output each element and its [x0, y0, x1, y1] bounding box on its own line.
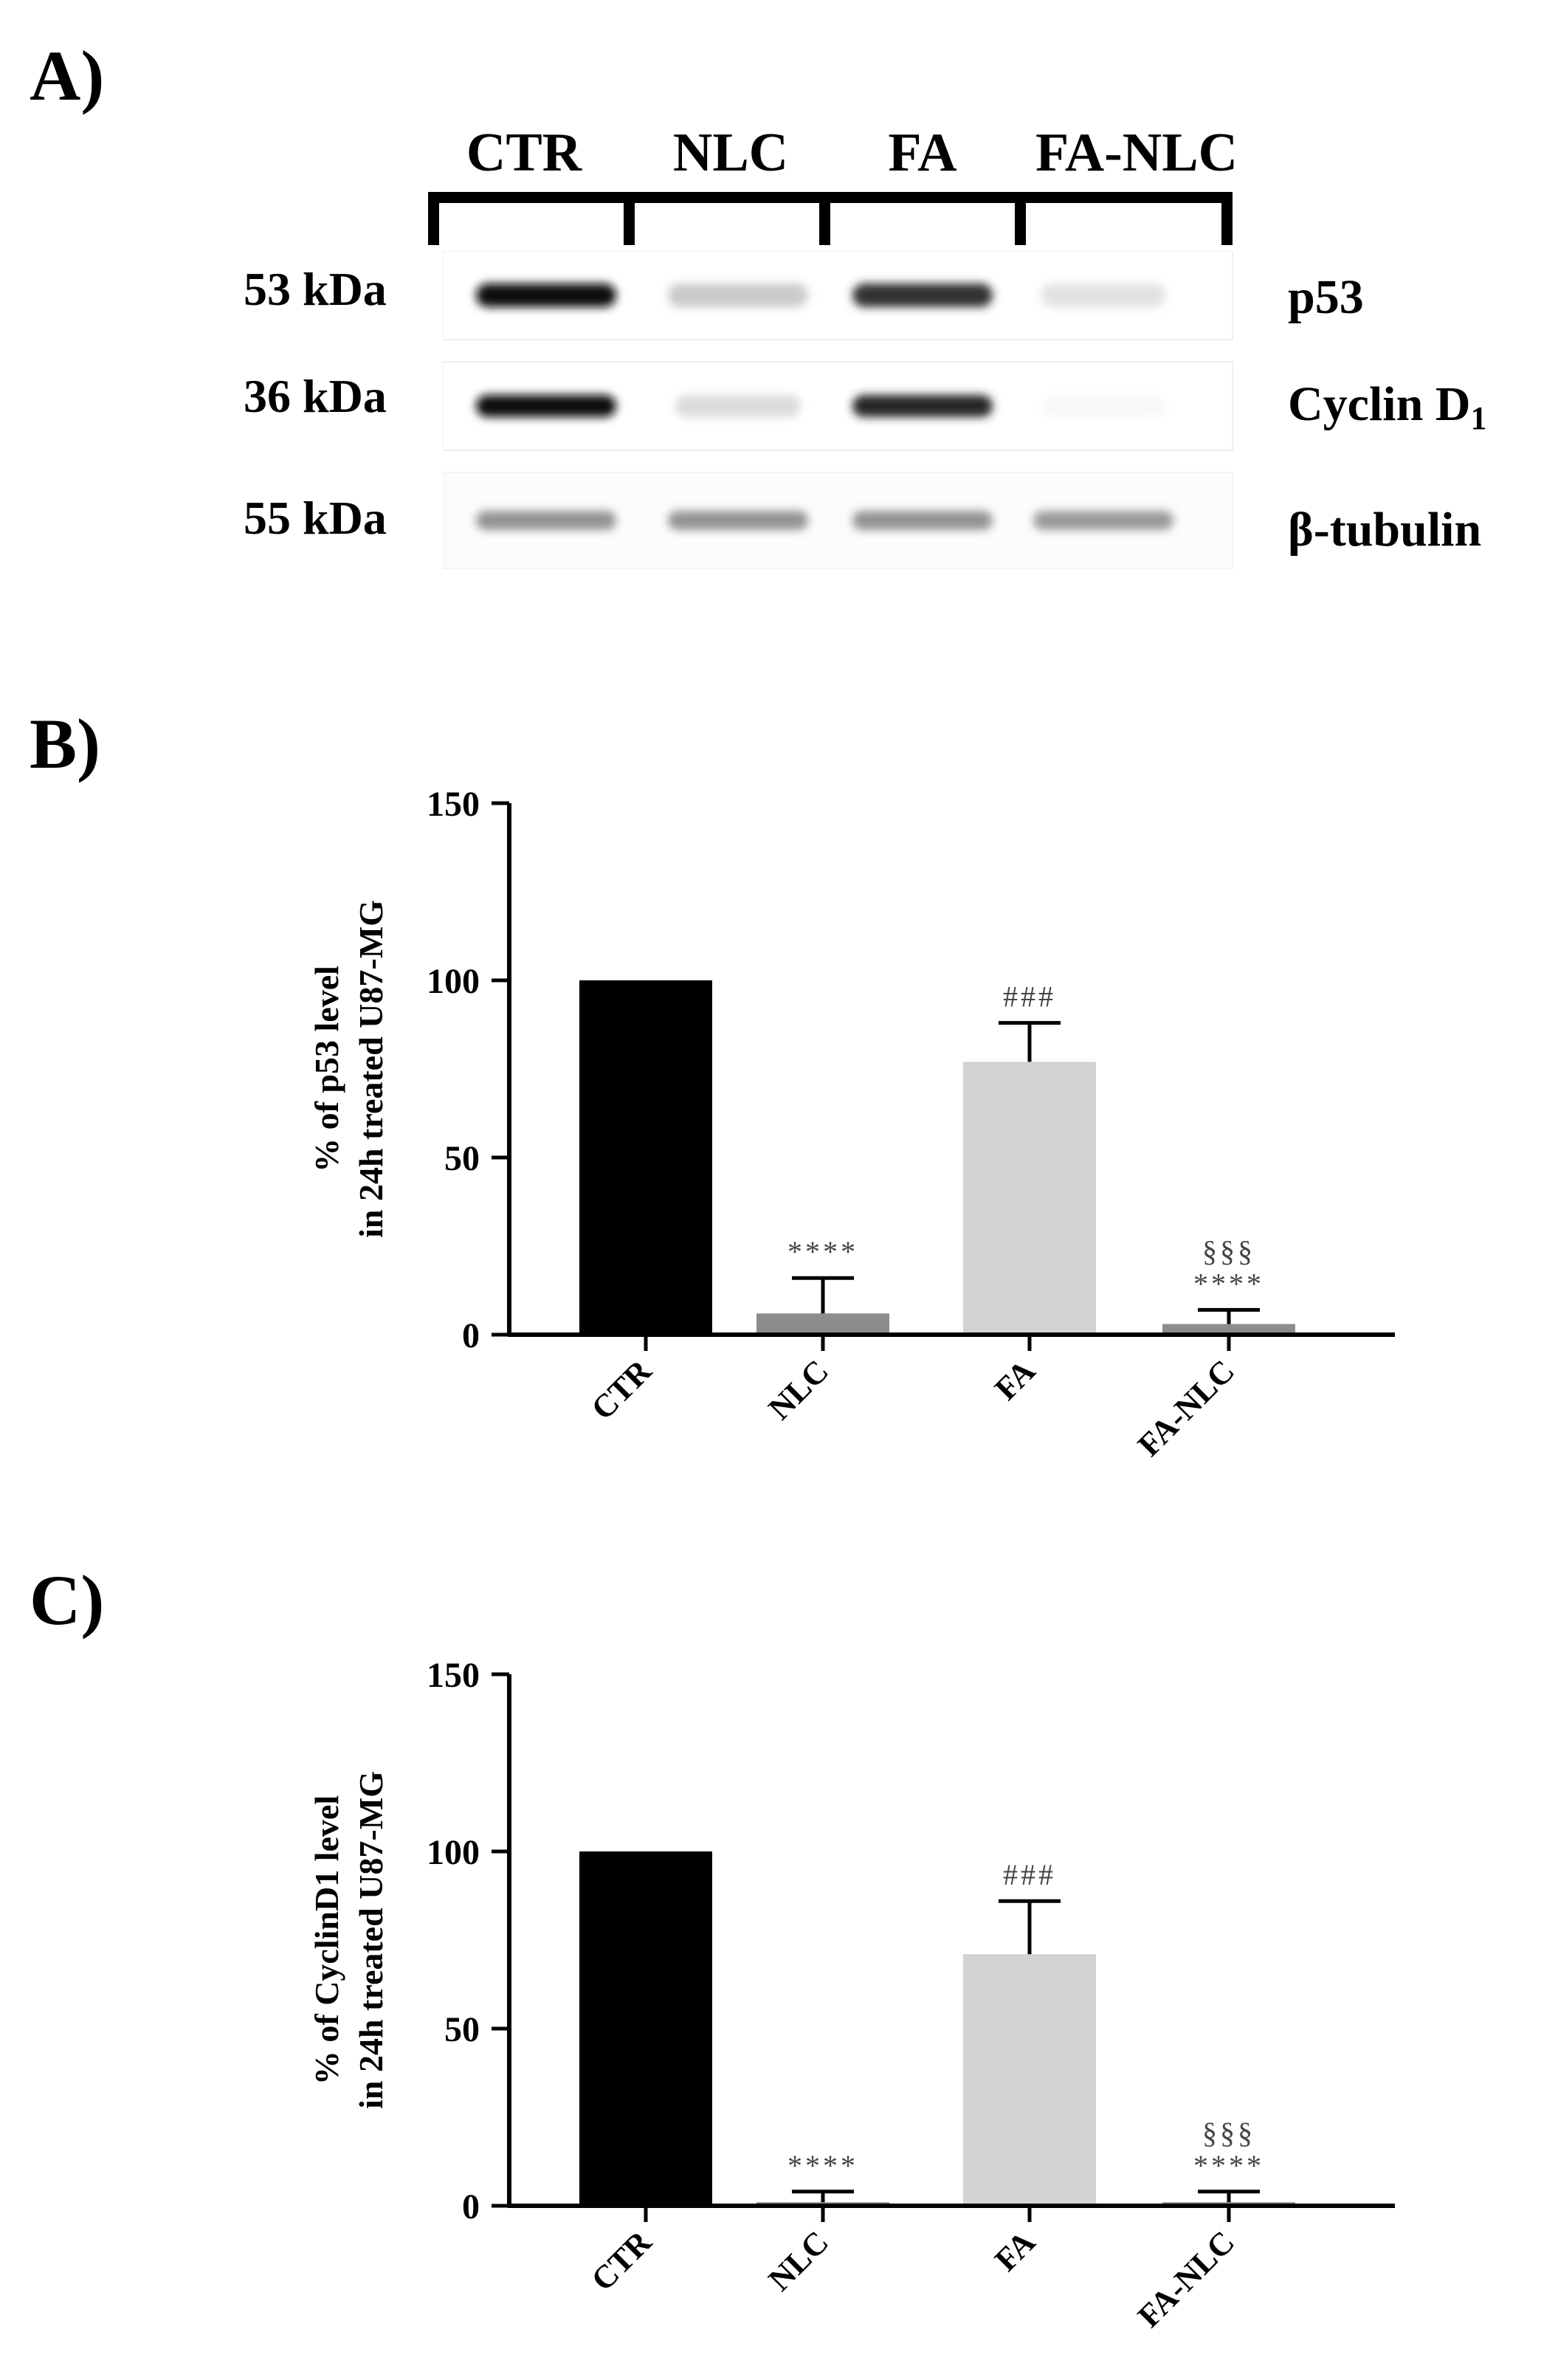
y-axis-label-line2: in 24h treated U87-MG: [352, 1771, 390, 2109]
protein-label-p53: p53: [1288, 270, 1364, 324]
bracket-tick: [624, 192, 635, 245]
x-tick-label: CTR: [585, 2223, 659, 2298]
panel-c-letter: C): [30, 1561, 105, 1640]
blot-band-2-2: [852, 511, 993, 530]
y-axis-label-line1: % of p53 level: [308, 966, 345, 1172]
blot-band-0-2: [852, 283, 993, 307]
x-tick-label: NLC: [762, 1352, 835, 1426]
bracket-tick: [1221, 192, 1233, 245]
y-tick-label: 100: [427, 1833, 480, 1872]
blot-band-0-0: [476, 283, 616, 307]
significance-label: ****: [1193, 2149, 1264, 2182]
lane-label-fa: FA: [888, 123, 957, 183]
blot-band-1-3: [1041, 395, 1166, 417]
significance-label: ****: [787, 2149, 858, 2182]
blot-band-1-0: [476, 395, 616, 417]
blot-band-1-2: [852, 395, 993, 417]
mw-label-p53: 53 kDa: [244, 263, 387, 315]
x-tick-label: FA-NLC: [1131, 2223, 1241, 2334]
blot-band-0-3: [1041, 283, 1166, 307]
y-tick-label: 150: [427, 1656, 480, 1695]
x-tick-label: FA: [987, 1352, 1042, 1407]
mw-label-tubulin: 55 kDa: [244, 492, 387, 544]
y-axis-label-line1: % of CyclinD1 level: [308, 1795, 345, 2085]
blot-band-2-1: [668, 511, 808, 530]
bar-ctr: [579, 1851, 712, 2206]
x-tick-label: FA-NLC: [1131, 1352, 1241, 1463]
bracket-tick: [428, 192, 439, 245]
y-tick-label: 50: [444, 2010, 480, 2049]
bracket-tick: [819, 192, 830, 245]
significance-label: ###: [1003, 1858, 1056, 1891]
significance-label: ###: [1003, 980, 1056, 1014]
bar-ctr: [579, 980, 712, 1335]
y-tick-label: 50: [444, 1139, 480, 1178]
protein-label-cyclin-d1: Cyclin D1: [1288, 377, 1487, 436]
western-blot-image: [443, 251, 1233, 569]
lane-label-fa-nlc: FA-NLC: [1035, 123, 1238, 183]
mw-label-cyclin: 36 kDa: [244, 370, 387, 422]
bar-fa-nlc: [1162, 1324, 1295, 1335]
lane-label-ctr: CTR: [466, 123, 582, 183]
blot-band-2-0: [476, 511, 616, 530]
lane-brackets: [428, 192, 1233, 245]
x-tick-label: CTR: [585, 1352, 659, 1427]
blot-band-1-1: [675, 395, 801, 417]
y-tick-label: 0: [462, 2187, 480, 2226]
protein-label-tubulin: β-tubulin: [1288, 503, 1482, 557]
bracket-tick: [1015, 192, 1026, 245]
y-axis-label-line2: in 24h treated U87-MG: [352, 900, 390, 1238]
significance-label: §§§: [1202, 1234, 1255, 1268]
y-tick-label: 150: [427, 785, 480, 824]
x-tick-label: FA: [987, 2223, 1042, 2278]
blot-band-2-3: [1033, 511, 1173, 530]
bar-fa: [963, 1954, 1096, 2206]
panel-a-letter: A): [30, 36, 105, 115]
significance-label: ****: [1193, 1267, 1264, 1300]
bar-nlc: [756, 1313, 889, 1335]
significance-label: ****: [787, 1235, 858, 1268]
bar-fa: [963, 1062, 1096, 1335]
blot-band-0-1: [668, 283, 808, 307]
protein-label-subscript: 1: [1470, 400, 1487, 436]
cyclin-d1-bar-chart: 0 50 100 150 % of CyclinD1 level in 24h treat…: [308, 1656, 1395, 2334]
y-tick-label: 0: [462, 1316, 480, 1355]
x-tick-label: NLC: [762, 2223, 835, 2297]
y-tick-label: 100: [427, 962, 480, 1001]
significance-label: §§§: [1202, 2116, 1255, 2150]
p53-bar-chart: 0 50 100 150 % of p53 level in 24h treated U8…: [308, 785, 1395, 1463]
panel-b-letter: B): [30, 704, 100, 783]
lane-label-nlc: NLC: [672, 123, 789, 183]
